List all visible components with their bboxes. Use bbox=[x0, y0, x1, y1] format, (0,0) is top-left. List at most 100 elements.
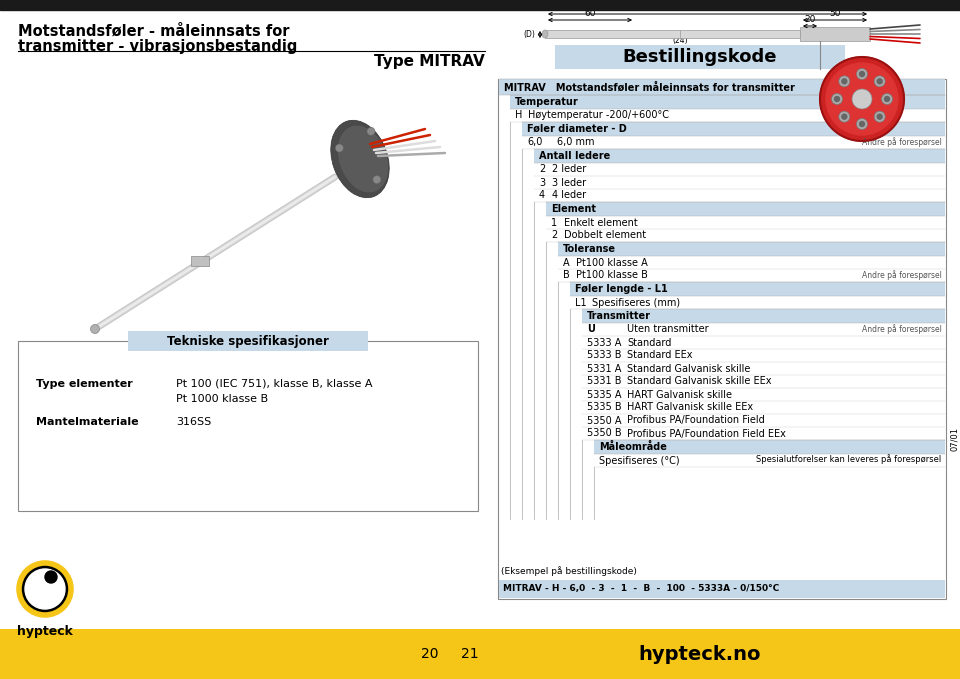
Text: Bestillingskode: Bestillingskode bbox=[623, 48, 778, 66]
Text: Pt 1000 klasse B: Pt 1000 klasse B bbox=[176, 394, 268, 404]
Text: Temperatur: Temperatur bbox=[515, 97, 579, 107]
Bar bbox=[555, 45, 845, 69]
Text: Dobbelt element: Dobbelt element bbox=[564, 230, 646, 240]
Text: hypteck.no: hypteck.no bbox=[638, 644, 761, 663]
Text: 20: 20 bbox=[421, 647, 439, 661]
Text: U: U bbox=[587, 325, 595, 335]
Bar bbox=[534, 176, 945, 189]
Bar bbox=[510, 95, 945, 109]
Text: Transmitter: Transmitter bbox=[587, 311, 651, 321]
Text: Spesifiseres (°C): Spesifiseres (°C) bbox=[599, 456, 680, 466]
Circle shape bbox=[842, 114, 847, 120]
Circle shape bbox=[839, 111, 850, 122]
Bar bbox=[570, 282, 945, 296]
Text: Pt100 klasse A: Pt100 klasse A bbox=[576, 257, 648, 268]
Bar bbox=[582, 309, 945, 323]
Bar bbox=[546, 229, 945, 242]
Text: 60: 60 bbox=[585, 9, 596, 18]
Bar bbox=[546, 202, 945, 216]
Text: transmitter - vibrasjonsbestandig: transmitter - vibrasjonsbestandig bbox=[18, 39, 298, 54]
Text: 5335 B: 5335 B bbox=[587, 403, 622, 413]
Bar bbox=[582, 323, 945, 336]
Text: Enkelt element: Enkelt element bbox=[564, 217, 637, 227]
Text: Spesifiseres (mm): Spesifiseres (mm) bbox=[592, 297, 680, 308]
Text: Element: Element bbox=[551, 204, 596, 214]
Ellipse shape bbox=[338, 125, 389, 193]
Ellipse shape bbox=[542, 30, 548, 38]
Text: Profibus PA/Foundation Field: Profibus PA/Foundation Field bbox=[627, 416, 765, 426]
Circle shape bbox=[875, 76, 885, 87]
Bar bbox=[570, 296, 945, 309]
Text: HART Galvanisk skille EEx: HART Galvanisk skille EEx bbox=[627, 403, 754, 413]
Text: B: B bbox=[563, 270, 569, 280]
Text: 20: 20 bbox=[804, 15, 816, 24]
Text: 2 leder: 2 leder bbox=[552, 164, 587, 175]
Circle shape bbox=[831, 94, 843, 105]
Bar bbox=[800, 27, 870, 41]
Circle shape bbox=[19, 563, 71, 615]
Circle shape bbox=[877, 79, 882, 84]
Text: 5331 B: 5331 B bbox=[587, 376, 621, 386]
Bar bbox=[582, 427, 945, 440]
Text: Andre på forespørsel: Andre på forespørsel bbox=[862, 325, 942, 335]
Text: Pt 100 (IEC 751), klasse B, klasse A: Pt 100 (IEC 751), klasse B, klasse A bbox=[176, 379, 372, 389]
Text: Pt100 klasse B: Pt100 klasse B bbox=[576, 270, 648, 280]
Text: Standard Galvanisk skille EEx: Standard Galvanisk skille EEx bbox=[627, 376, 772, 386]
Text: Standard Galvanisk skille: Standard Galvanisk skille bbox=[627, 363, 751, 373]
Bar bbox=[498, 79, 946, 599]
Circle shape bbox=[842, 79, 847, 84]
Bar bbox=[534, 149, 945, 163]
Bar bbox=[18, 341, 478, 511]
Text: 5333 A: 5333 A bbox=[587, 337, 621, 348]
Text: 21: 21 bbox=[461, 647, 479, 661]
Text: H: H bbox=[515, 111, 522, 120]
Circle shape bbox=[45, 571, 57, 583]
Text: (24): (24) bbox=[672, 36, 687, 45]
Text: Føler diameter - D: Føler diameter - D bbox=[527, 124, 627, 134]
Circle shape bbox=[25, 569, 65, 609]
Circle shape bbox=[859, 122, 865, 126]
Text: 5333 B: 5333 B bbox=[587, 350, 621, 361]
Text: 5331 A: 5331 A bbox=[587, 363, 621, 373]
Text: A: A bbox=[563, 257, 569, 268]
Text: (D): (D) bbox=[523, 30, 535, 39]
Bar bbox=[534, 163, 945, 176]
Text: hypteck: hypteck bbox=[17, 625, 73, 638]
Bar bbox=[582, 362, 945, 375]
Bar bbox=[522, 136, 945, 149]
Text: Andre på forespørsel: Andre på forespørsel bbox=[862, 270, 942, 280]
Text: Måleområde: Måleområde bbox=[599, 442, 667, 452]
Circle shape bbox=[877, 114, 882, 120]
Bar bbox=[510, 109, 945, 122]
Text: 5335 A: 5335 A bbox=[587, 390, 621, 399]
Ellipse shape bbox=[331, 120, 389, 198]
Bar bbox=[499, 580, 945, 598]
Text: Mantelmateriale: Mantelmateriale bbox=[36, 417, 138, 427]
Bar bbox=[0, 0, 960, 10]
Text: 1: 1 bbox=[551, 217, 557, 227]
Bar bbox=[128, 331, 368, 351]
Bar bbox=[0, 629, 960, 679]
Bar bbox=[582, 388, 945, 401]
Text: Type MITRAV: Type MITRAV bbox=[374, 54, 485, 69]
Text: 5350 A: 5350 A bbox=[587, 416, 621, 426]
Text: L1: L1 bbox=[575, 297, 587, 308]
Circle shape bbox=[372, 176, 381, 183]
Text: MITRAV   Motstandsføler måleinnsats for transmitter: MITRAV Motstandsføler måleinnsats for tr… bbox=[504, 81, 795, 92]
Bar bbox=[582, 375, 945, 388]
Text: 4 leder: 4 leder bbox=[552, 191, 587, 200]
Text: 6,0: 6,0 bbox=[527, 138, 542, 147]
Text: Profibus PA/Foundation Field EEx: Profibus PA/Foundation Field EEx bbox=[627, 428, 786, 439]
Bar bbox=[522, 122, 945, 136]
Text: HART Galvanisk skille: HART Galvanisk skille bbox=[627, 390, 732, 399]
Text: 316SS: 316SS bbox=[176, 417, 211, 427]
Text: Andre på forespørsel: Andre på forespørsel bbox=[862, 138, 942, 147]
Bar bbox=[594, 454, 945, 467]
Text: 5350 B: 5350 B bbox=[587, 428, 622, 439]
Bar bbox=[582, 349, 945, 362]
Text: 2: 2 bbox=[539, 164, 545, 175]
Circle shape bbox=[834, 96, 839, 101]
Circle shape bbox=[820, 57, 904, 141]
Text: Standard EEx: Standard EEx bbox=[627, 350, 692, 361]
Text: Type elementer: Type elementer bbox=[36, 379, 132, 389]
